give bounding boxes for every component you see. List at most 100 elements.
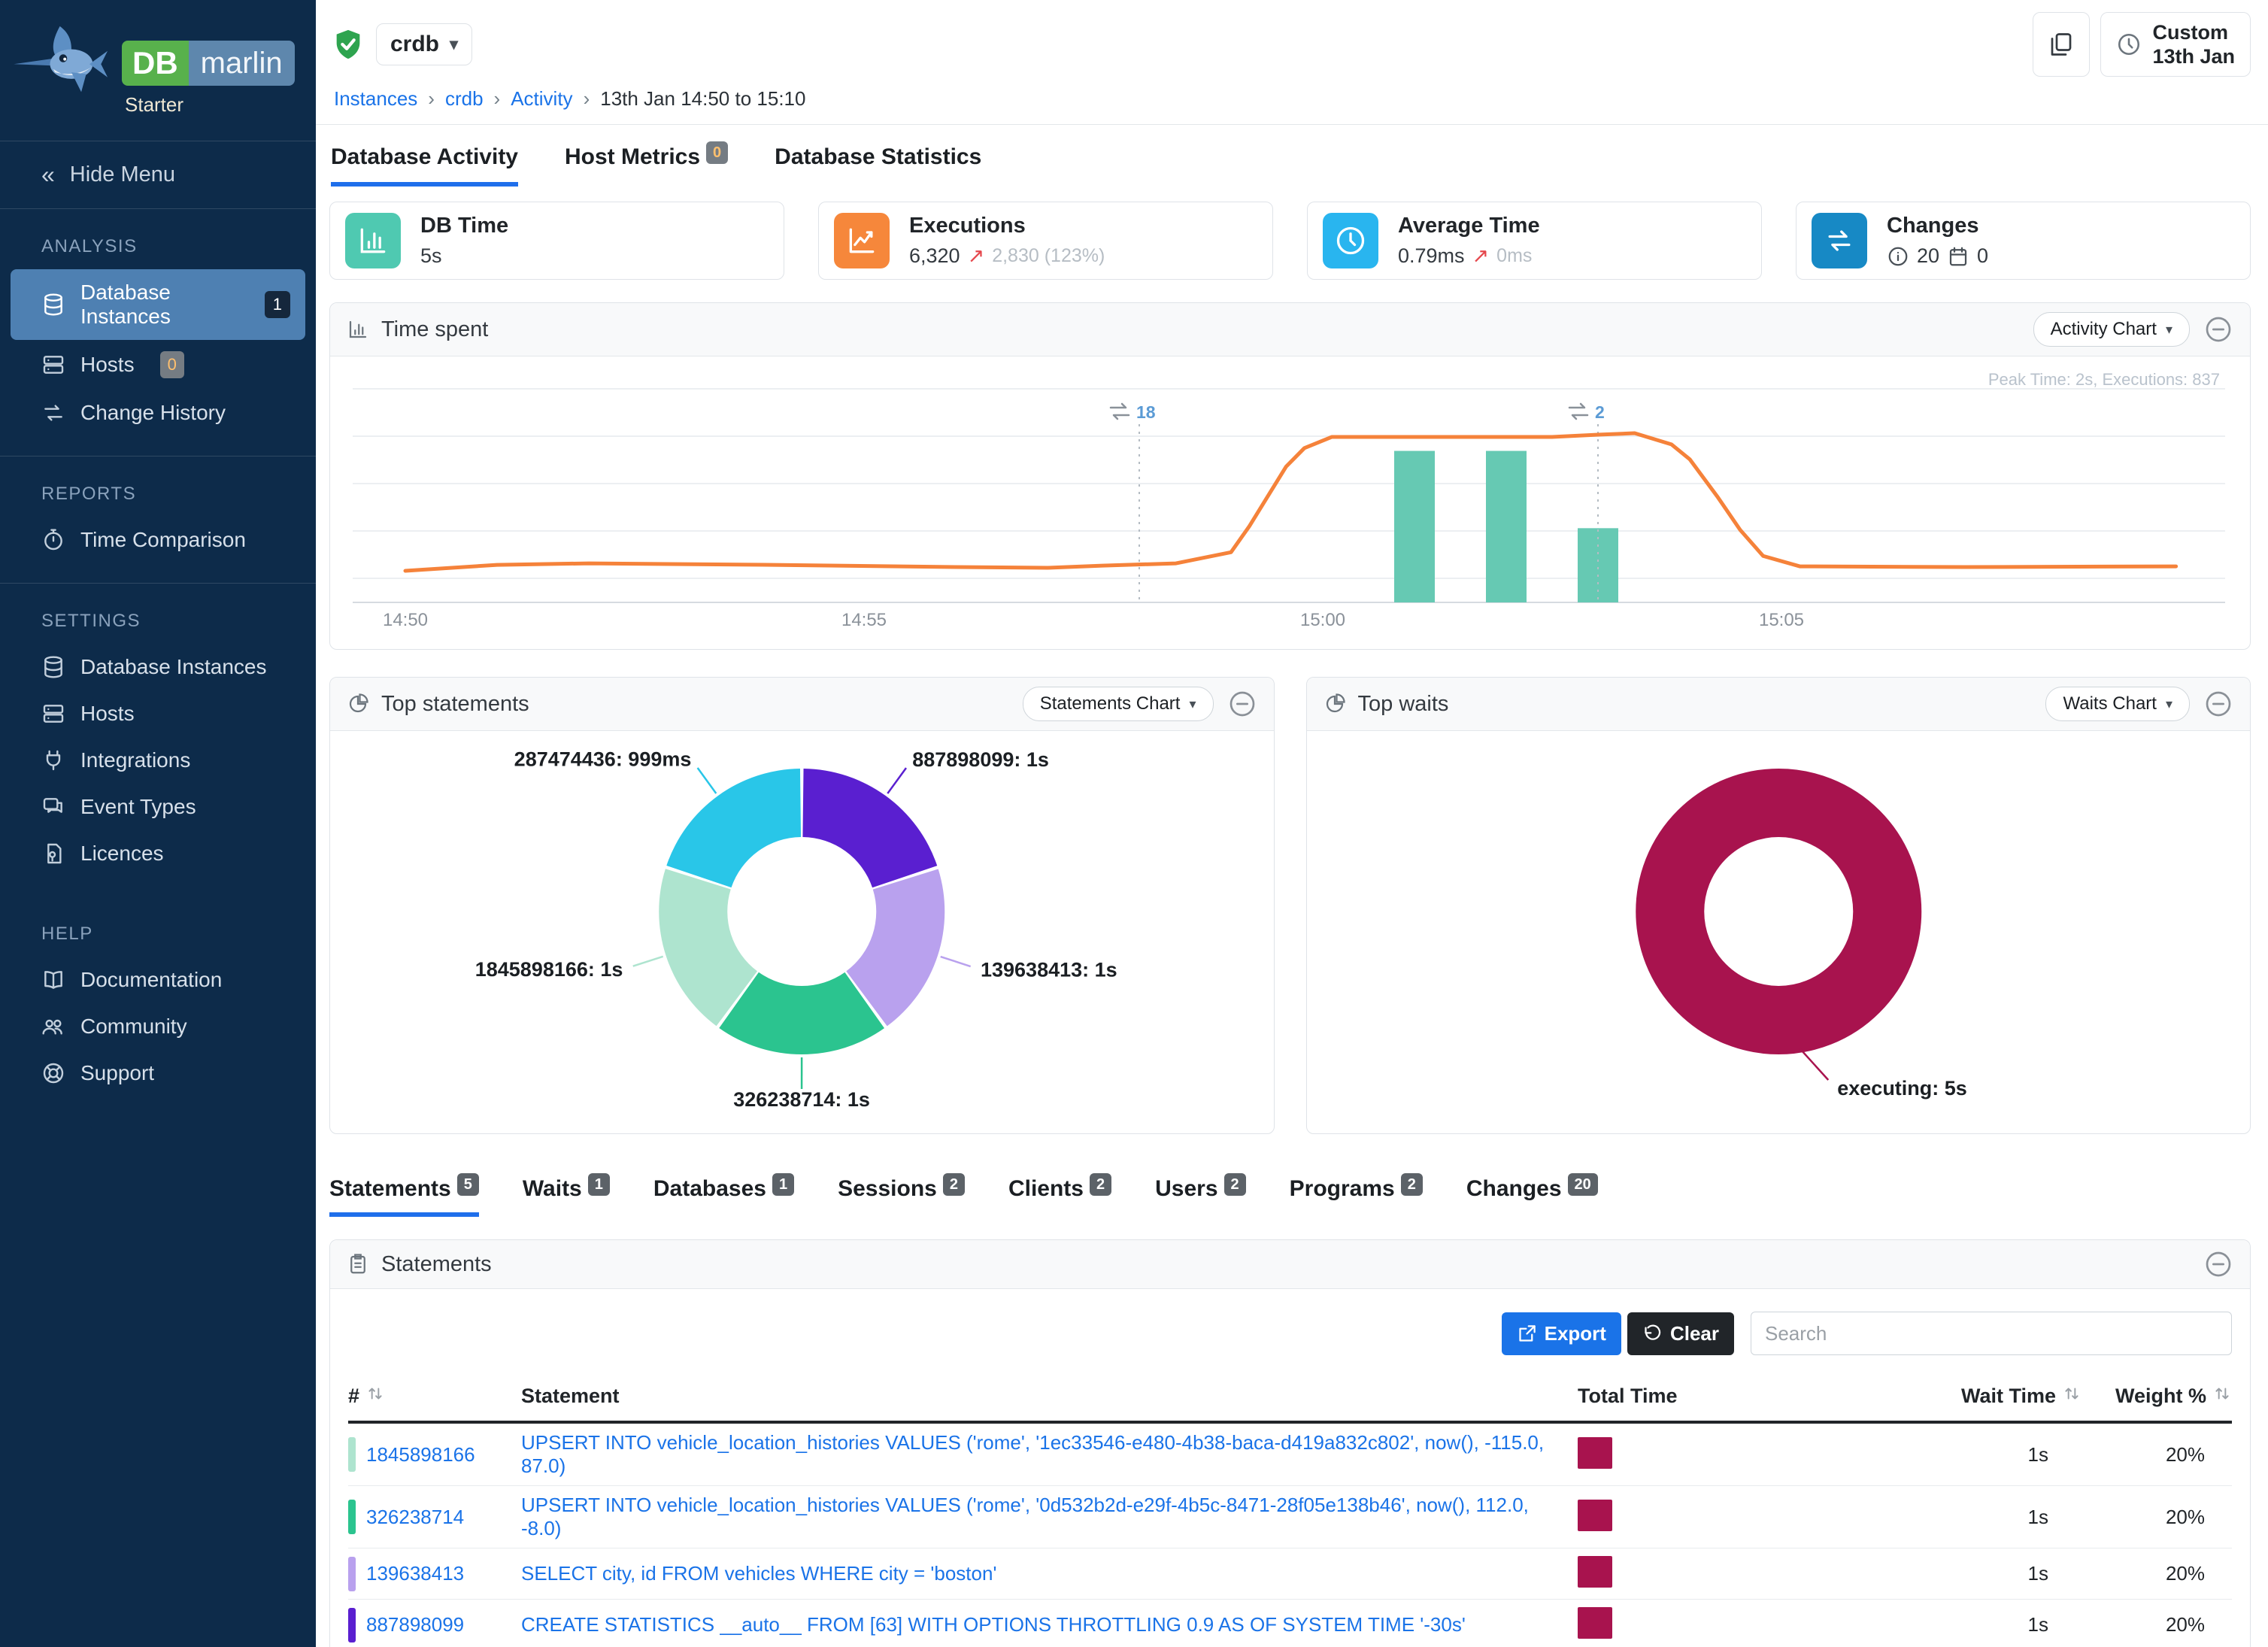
sort-icon[interactable]	[365, 1384, 385, 1409]
wait-time-value: 1s	[2027, 1442, 2048, 1466]
panel-title: Time spent	[381, 317, 489, 341]
sidebar-item-label: Documentation	[80, 968, 223, 991]
sidebar-item-event-types[interactable]: Event Types	[0, 784, 316, 830]
tab-users[interactable]: Users 2	[1155, 1173, 1246, 1217]
breadcrumb-date-range: 13th Jan 14:50 to 15:10	[600, 87, 806, 110]
kpi-card-db-time: DB Time 5s	[329, 202, 784, 280]
copy-link-button[interactable]	[2033, 12, 2091, 77]
tab-clients[interactable]: Clients 2	[1008, 1173, 1112, 1217]
sort-icon[interactable]	[2212, 1384, 2232, 1409]
chart-select-label: Waits Chart	[2063, 693, 2157, 714]
line-chart-icon	[849, 228, 875, 253]
statement-id-link[interactable]: 1845898166	[366, 1442, 475, 1466]
statement-id-link[interactable]: 139638413	[366, 1562, 465, 1585]
instance-selector[interactable]: crdb ▾	[376, 23, 473, 65]
breadcrumb-instances[interactable]: Instances	[334, 87, 418, 110]
collapse-panel-button[interactable]	[2203, 1249, 2233, 1279]
sort-icon[interactable]	[2062, 1384, 2082, 1409]
chart-select-label: Statements Chart	[1039, 693, 1181, 714]
total-time-bar	[1578, 1556, 1612, 1588]
svg-text:1845898166: 1s: 1845898166: 1s	[475, 958, 623, 981]
time-range-button[interactable]: Custom 13th Jan	[2100, 12, 2251, 77]
statement-sql-link[interactable]: SELECT city, id FROM vehicles WHERE city…	[521, 1562, 997, 1585]
breadcrumb-crdb[interactable]: crdb	[444, 87, 484, 110]
waits-chart-select[interactable]: Waits Chart ▾	[2045, 687, 2190, 721]
sidebar-item-documentation[interactable]: Documentation	[0, 957, 316, 1003]
svg-text:139638413: 1s: 139638413: 1s	[981, 958, 1117, 981]
collapse-panel-button[interactable]	[1227, 689, 1257, 719]
bar-chart-icon	[349, 320, 367, 338]
statement-id-link[interactable]: 326238714	[366, 1505, 465, 1528]
tab-database-activity[interactable]: Database Activity	[331, 144, 518, 187]
sidebar-item-label: Licences	[80, 842, 164, 865]
peak-note: Peak Time: 2s, Executions: 837	[1988, 370, 2220, 389]
topbar: crdb ▾ Custom 13th Jan	[316, 0, 2268, 125]
book-icon	[44, 971, 62, 989]
tab-databases[interactable]: Databases 1	[653, 1173, 795, 1217]
statement-id-link[interactable]: 887898099	[366, 1613, 465, 1636]
section-label: REPORTS	[41, 484, 137, 504]
lifebuoy-icon	[43, 1063, 64, 1084]
tab-waits[interactable]: Waits 1	[522, 1173, 610, 1217]
statement-sql-link[interactable]: UPSERT INTO vehicle_location_histories V…	[521, 1431, 1545, 1477]
kpi-card-average-time: Average Time 0.79ms ↗ 0ms	[1307, 202, 1762, 280]
sidebar-item-settings-database-instances[interactable]: Database Instances	[0, 644, 316, 690]
table-row: 139638413 SELECT city, id FROM vehicles …	[348, 1548, 2232, 1600]
statement-sql-link[interactable]: CREATE STATISTICS __auto__ FROM [63] WIT…	[521, 1613, 1466, 1636]
tab-database-statistics[interactable]: Database Statistics	[775, 144, 981, 187]
count-badge: 1	[772, 1173, 795, 1196]
count-badge: 1	[587, 1173, 610, 1196]
sidebar-item-community[interactable]: Community	[0, 1003, 316, 1050]
sidebar-item-time-comparison[interactable]: Time Comparison	[0, 517, 316, 563]
sidebar-item-licences[interactable]: Licences	[0, 830, 316, 877]
weight-value: 20%	[2165, 1562, 2205, 1585]
collapse-panel-button[interactable]	[2203, 314, 2233, 344]
tab-label: Waits	[522, 1176, 582, 1201]
search-input[interactable]	[1751, 1312, 2232, 1355]
change-history-icon	[44, 405, 62, 421]
breadcrumb-separator: ›	[428, 87, 435, 110]
sidebar-item-integrations[interactable]: Integrations	[0, 737, 316, 784]
total-time-bar	[1578, 1436, 1612, 1469]
collapse-panel-button[interactable]	[2203, 689, 2233, 719]
top-statements-panel: Top statements Statements Chart ▾ 887898…	[329, 677, 1275, 1134]
sidebar-item-label: Event Types	[80, 795, 196, 818]
kpi-value: 0.79ms	[1398, 244, 1465, 267]
tab-label: Changes	[1466, 1176, 1562, 1201]
count-badge: 2	[942, 1173, 965, 1196]
tab-host-metrics[interactable]: Host Metrics 0	[565, 141, 729, 187]
tab-programs[interactable]: Programs 2	[1290, 1173, 1423, 1217]
sidebar-item-label: Community	[80, 1015, 187, 1038]
time-range-mode: Custom	[2152, 20, 2228, 44]
tab-statements[interactable]: Statements 5	[329, 1173, 479, 1217]
table-header-row: # Statement Total Time Wait Time Weight …	[348, 1384, 2232, 1424]
tab-label: Users	[1155, 1176, 1218, 1201]
sidebar-section-analysis: ANALYSIS Database Instances 1 Hosts 0 Ch…	[0, 209, 316, 456]
tab-changes[interactable]: Changes 20	[1466, 1173, 1598, 1217]
tab-label: Host Metrics	[565, 144, 701, 169]
sidebar-item-hosts[interactable]: Hosts 0	[0, 340, 316, 390]
up-trend-icon: ↗	[967, 244, 985, 267]
count-badge: 2	[1400, 1173, 1423, 1196]
export-icon	[1518, 1324, 1536, 1342]
sidebar-item-settings-hosts[interactable]: Hosts	[0, 690, 316, 737]
statements-chart-select[interactable]: Statements Chart ▾	[1022, 687, 1214, 721]
average-time-tile	[1323, 213, 1378, 268]
sidebar-item-database-instances[interactable]: Database Instances 1	[11, 269, 305, 340]
hide-menu-button[interactable]: « Hide Menu	[0, 141, 316, 209]
top-statements-body: 887898099: 1s 139638413: 1s 326238714: 1s 1…	[330, 731, 1274, 1133]
count-badge: 0	[706, 141, 729, 164]
activity-chart-select[interactable]: Activity Chart ▾	[2033, 312, 2190, 347]
sidebar-item-change-history[interactable]: Change History	[0, 390, 316, 436]
tab-sessions[interactable]: Sessions 2	[838, 1173, 965, 1217]
total-time-bar	[1578, 1499, 1612, 1531]
count-badge: 5	[456, 1173, 479, 1196]
panel-title: Top statements	[381, 691, 529, 716]
statement-sql-link[interactable]: UPSERT INTO vehicle_location_histories V…	[521, 1494, 1529, 1539]
breadcrumb-activity[interactable]: Activity	[511, 87, 573, 110]
pie-chart-icon	[1326, 693, 1345, 713]
sidebar-item-support[interactable]: Support	[0, 1050, 316, 1096]
export-button[interactable]: Export	[1501, 1312, 1621, 1355]
svg-text:2: 2	[1595, 402, 1605, 422]
clear-button[interactable]: Clear	[1627, 1312, 1734, 1355]
